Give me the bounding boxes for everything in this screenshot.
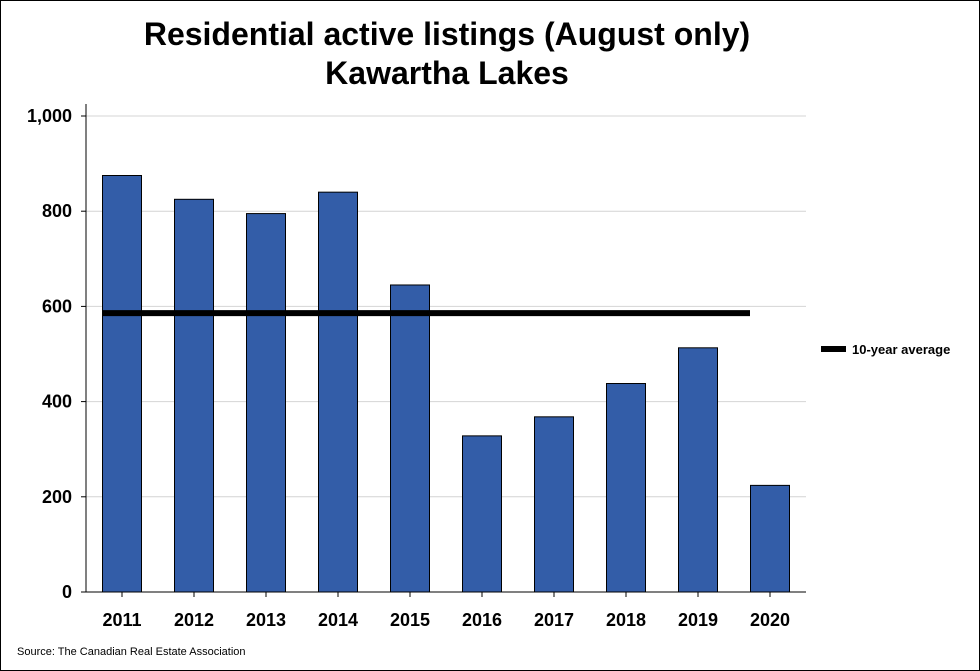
chart-subtitle: Kawartha Lakes bbox=[325, 55, 569, 91]
y-tick-label-5: 1,000 bbox=[27, 106, 72, 126]
y-tick-label-1: 200 bbox=[42, 487, 72, 507]
y-tick-label-4: 800 bbox=[42, 201, 72, 221]
x-tick-label-2018: 2018 bbox=[606, 610, 646, 630]
y-tick-label-2: 400 bbox=[42, 392, 72, 412]
legend-label-average: 10-year average bbox=[852, 342, 950, 357]
x-tick-label-2016: 2016 bbox=[462, 610, 502, 630]
y-tick-label-0: 0 bbox=[62, 582, 72, 602]
x-tick-label-2015: 2015 bbox=[390, 610, 430, 630]
x-tick-label-2011: 2011 bbox=[102, 610, 141, 630]
x-tick-label-2020: 2020 bbox=[750, 610, 790, 630]
chart-title: Residential active listings (August only… bbox=[143, 16, 751, 52]
bar-2013 bbox=[246, 213, 286, 593]
bar-2016 bbox=[462, 435, 502, 593]
y-tick-label-3: 600 bbox=[42, 296, 72, 316]
bar-2011 bbox=[102, 175, 142, 593]
bar-2020 bbox=[750, 484, 790, 593]
bar-2015 bbox=[390, 284, 430, 593]
x-tick-label-2014: 2014 bbox=[318, 610, 358, 630]
x-tick-label-2017: 2017 bbox=[534, 610, 574, 630]
bar-2017 bbox=[534, 416, 574, 593]
source-note: Source: The Canadian Real Estate Associa… bbox=[17, 646, 246, 658]
bar-2014 bbox=[318, 191, 358, 593]
bar-2019 bbox=[678, 347, 718, 593]
chart-title-block: Residential active listings (August only… bbox=[1, 15, 893, 93]
bar-2012 bbox=[174, 198, 214, 593]
bar-2018 bbox=[606, 383, 646, 593]
x-tick-label-2013: 2013 bbox=[246, 610, 286, 630]
x-tick-label-2012: 2012 bbox=[174, 610, 214, 630]
x-tick-label-2019: 2019 bbox=[678, 610, 718, 630]
